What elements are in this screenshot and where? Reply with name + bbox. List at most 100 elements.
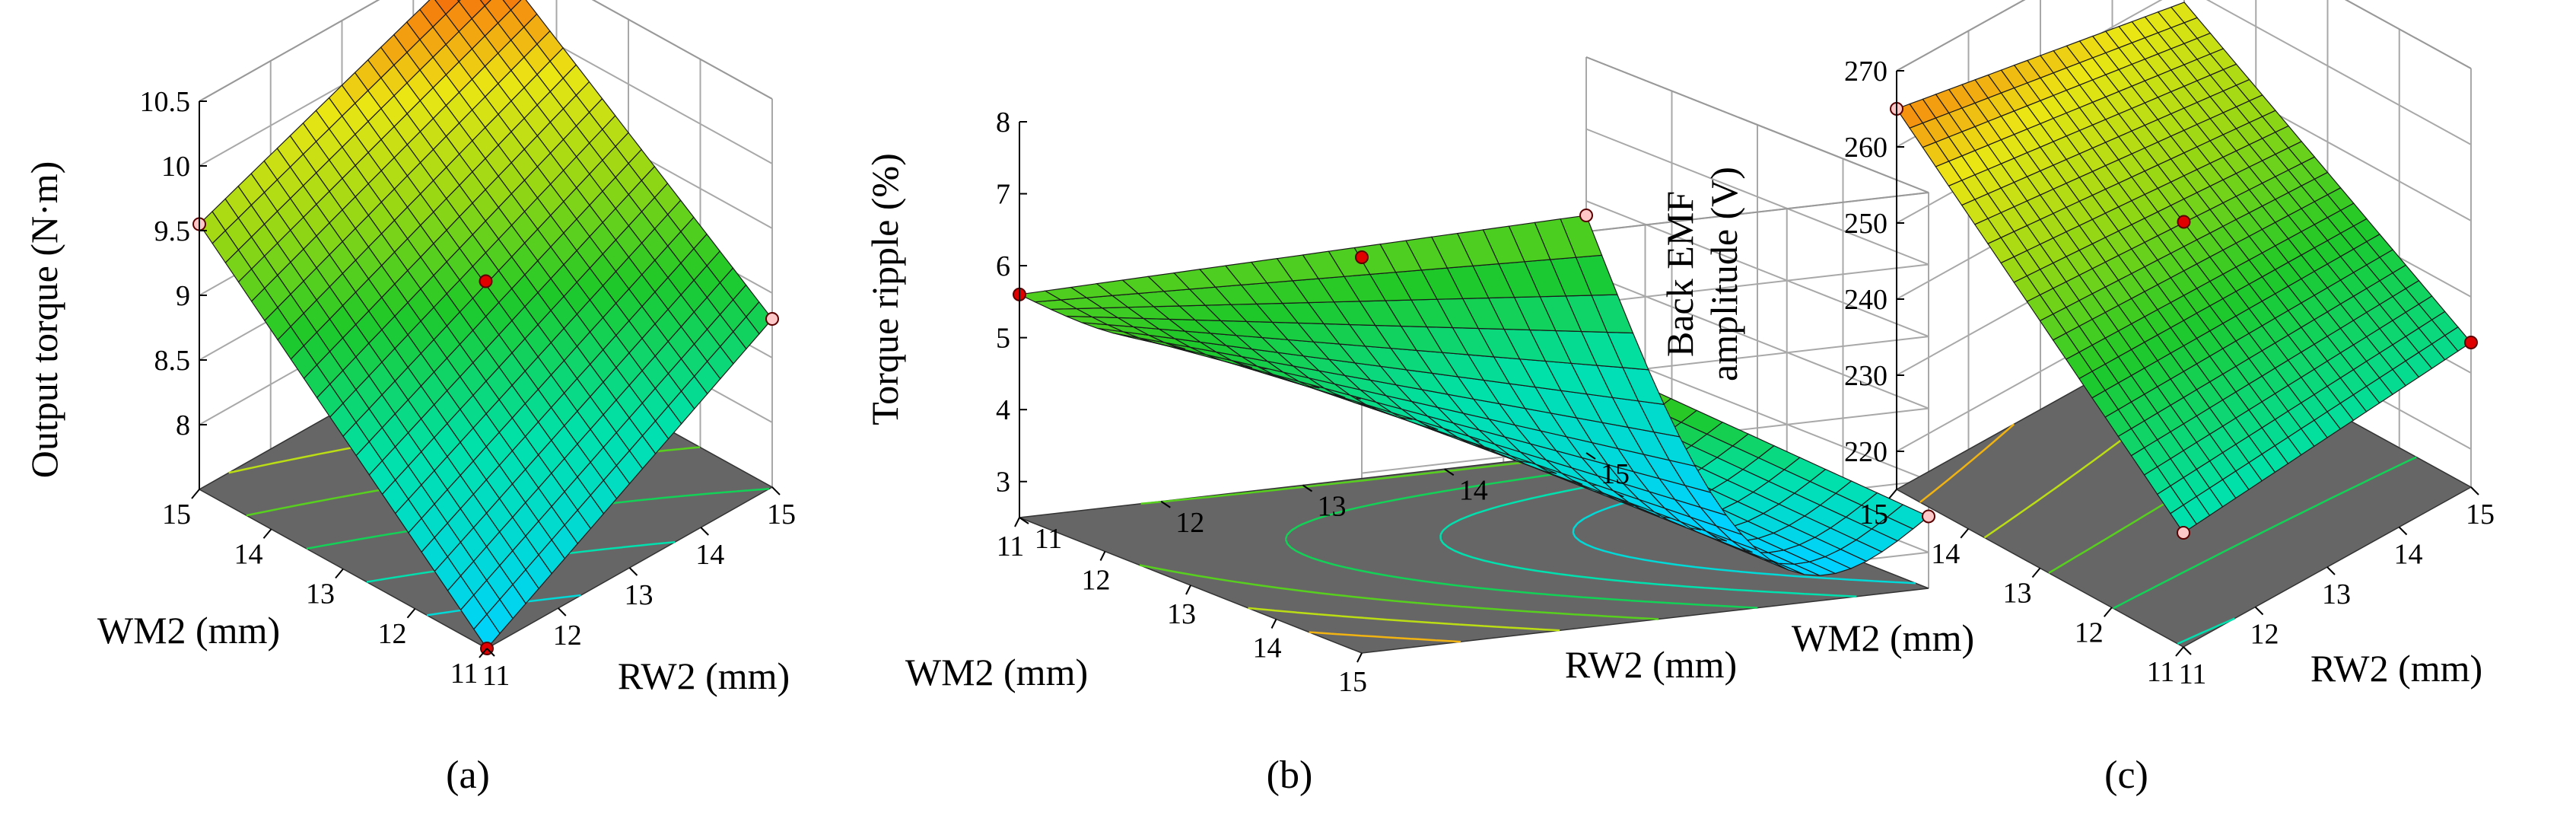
z-tick-label: 3	[996, 467, 1010, 499]
axis-tick	[2254, 606, 2264, 616]
axis-tick-label: 12	[2250, 619, 2279, 651]
axis-tick-label: 15	[2466, 499, 2495, 530]
axis-tick-label: 13	[306, 578, 335, 610]
z-tick-label: 8	[176, 409, 190, 441]
axis-tick	[2175, 646, 2184, 657]
axis-tick-label: 11	[1035, 523, 1063, 555]
z-tick-label: 250	[1844, 208, 1887, 240]
axis-tick	[628, 567, 638, 576]
caption-a: (a)	[446, 754, 490, 797]
axis-tick	[1444, 468, 1455, 476]
chart-panel-c: 220 230 240 250 260 270 11 12 13 14 15 11 12 13 14 15 RW…	[1658, 0, 2495, 690]
contour-line	[2113, 456, 2417, 610]
axis-tick	[2326, 566, 2336, 575]
axis-tick-label: 15	[1601, 458, 1630, 490]
axis-tick	[1271, 619, 1277, 629]
axis-tick	[2183, 646, 2192, 655]
axis-tick-label: 13	[1318, 491, 1347, 523]
z-tick-label: 220	[1844, 436, 1887, 468]
axis-tick-label: 14	[234, 538, 263, 570]
z-axis-label-line: amplitude (V)	[1703, 167, 1745, 381]
z-tick-label: 270	[1844, 56, 1887, 88]
axis-tick-label: 13	[1167, 598, 1196, 630]
chart-panel-a: 8 8.5 9 9.5 10 10.5 11 12 13 14 15 11 12 13 14 15 RW2 (m…	[23, 0, 796, 697]
surface-mesh	[1017, 215, 1930, 576]
axis-tick	[771, 486, 781, 495]
caption-b: (b)	[1267, 754, 1313, 797]
axis-tick-label: 12	[2075, 616, 2104, 648]
axis-tick	[262, 528, 272, 539]
axis-tick-label: 11	[997, 530, 1025, 562]
surface-cell	[2170, 504, 2198, 534]
z-axis-label-line: Back EMF	[1658, 191, 1701, 357]
x-axis-label: WM2 (mm)	[905, 651, 1088, 693]
z-tick-label: 4	[996, 394, 1010, 426]
surface-cell	[479, 0, 491, 7]
surface-mesh	[1896, 2, 2472, 534]
axis-tick	[479, 648, 488, 658]
axis-tick	[1888, 489, 1897, 499]
x-axis-label: RW2 (mm)	[2310, 647, 2482, 690]
axis-tick-label: 13	[2003, 578, 2032, 610]
axis-tick	[191, 489, 200, 499]
axis-tick-label: 11	[2147, 656, 2175, 688]
wall-rim	[199, 0, 773, 102]
axis-tick	[1160, 500, 1171, 508]
axis-tick	[1099, 551, 1106, 561]
z-tick-label: 10.5	[140, 86, 191, 118]
z-tick-label: 240	[1844, 284, 1887, 316]
axis-tick	[2103, 607, 2113, 617]
axis-tick	[2031, 567, 2041, 578]
axis-tick	[335, 568, 344, 579]
axis-tick	[1356, 652, 1363, 663]
axis-tick	[2470, 486, 2479, 495]
wall-rim	[1896, 0, 2472, 72]
y-axis-label: WM2 (mm)	[1792, 616, 1974, 659]
caption-c: (c)	[2104, 754, 2148, 797]
axis-tick-label: 13	[625, 579, 654, 611]
z-axis-label: Torque ripple (%)	[863, 153, 906, 425]
axis-tick-label: 15	[767, 499, 796, 530]
design-point	[2464, 336, 2478, 349]
axis-tick	[1585, 452, 1596, 460]
x-axis-label: RW2 (mm)	[618, 655, 790, 697]
axis-tick-label: 13	[2322, 578, 2351, 610]
z-tick-label: 5	[996, 323, 1010, 355]
contour-line	[1919, 423, 2015, 503]
axis-tick-label: 15	[162, 499, 191, 530]
design-point	[1355, 250, 1369, 264]
axis-tick-label: 15	[1338, 666, 1367, 698]
design-point	[2177, 526, 2190, 540]
axis-tick-label: 12	[553, 620, 582, 652]
design-point	[765, 312, 779, 326]
axis-tick	[700, 527, 709, 536]
axis-tick-label: 12	[1175, 507, 1204, 539]
y-axis-label: RW2 (mm)	[1565, 643, 1737, 686]
axis-tick-label: 11	[2179, 658, 2207, 690]
axis-tick-label: 14	[2394, 539, 2423, 571]
design-point	[479, 274, 493, 288]
axis-tick-label: 14	[1253, 632, 1282, 664]
design-point	[1579, 209, 1593, 222]
axis-tick-label: 14	[1931, 538, 1960, 570]
contour-line	[1309, 631, 1461, 643]
surface-cell	[1017, 290, 1063, 303]
z-axis-label: Output torque (N·m)	[23, 161, 65, 479]
axis-tick-label: 11	[450, 658, 479, 690]
axis-tick	[2398, 526, 2408, 536]
axis-tick-label: 15	[1859, 499, 1888, 530]
z-tick-label: 6	[996, 250, 1010, 282]
design-point	[1922, 509, 1935, 524]
axis-tick	[1960, 528, 1970, 539]
axis-tick	[1014, 517, 1020, 527]
contour-line	[1248, 607, 1560, 632]
z-tick-label: 9.5	[154, 215, 191, 247]
z-tick-label: 8	[996, 107, 1010, 139]
axis-tick	[406, 608, 416, 619]
y-axis-label: WM2 (mm)	[97, 609, 280, 652]
axis-tick	[1185, 585, 1191, 595]
surface-mesh	[199, 0, 773, 649]
axis-tick-label: 14	[695, 539, 724, 571]
z-tick-label: 10	[161, 151, 190, 183]
